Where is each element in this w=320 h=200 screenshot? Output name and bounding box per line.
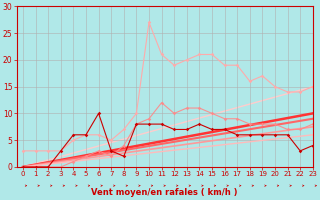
X-axis label: Vent moyen/en rafales ( km/h ): Vent moyen/en rafales ( km/h ) <box>92 188 238 197</box>
